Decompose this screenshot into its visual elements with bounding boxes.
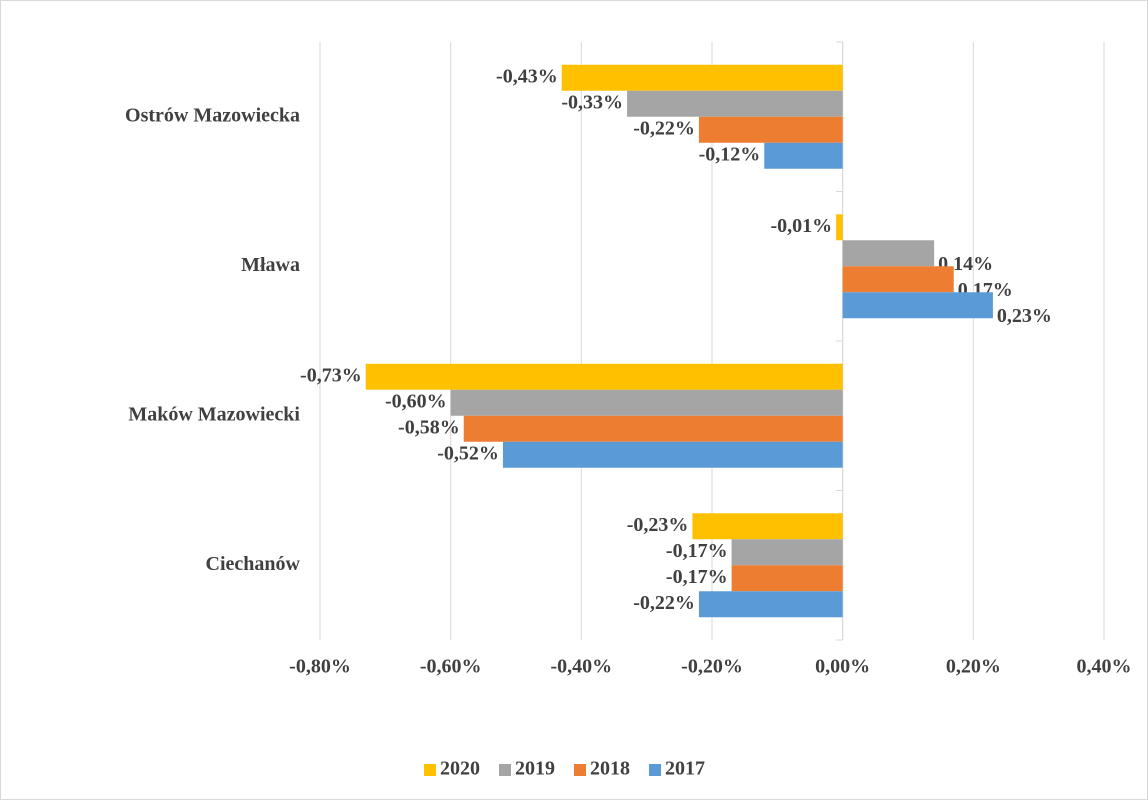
bar xyxy=(842,292,993,319)
data-label: -0,22% xyxy=(633,117,695,139)
legend-label: 2019 xyxy=(515,758,555,780)
y-tick-label: Maków Mazowiecki xyxy=(128,403,300,425)
y-tick-label: Ostrów Mazowiecka xyxy=(125,104,300,126)
x-tick-label: 0,00% xyxy=(815,656,870,678)
data-label: -0,60% xyxy=(385,390,447,412)
legend-label: 2018 xyxy=(590,758,630,780)
x-tick-label: 0,20% xyxy=(946,656,1001,678)
bar xyxy=(365,363,843,390)
bar xyxy=(450,389,843,416)
data-label: 0,23% xyxy=(997,305,1052,327)
data-label: -0,58% xyxy=(398,416,460,438)
data-label: -0,23% xyxy=(627,514,689,536)
bar xyxy=(502,441,843,468)
bar xyxy=(731,539,843,566)
bar xyxy=(764,142,843,169)
bar xyxy=(698,116,843,143)
bar xyxy=(627,90,843,117)
legend-swatch xyxy=(499,764,511,776)
data-label: -0,12% xyxy=(699,143,761,165)
legend-swatch xyxy=(424,764,436,776)
data-label: -0,22% xyxy=(633,592,695,614)
legend-swatch xyxy=(574,764,586,776)
bar xyxy=(698,591,843,618)
legend-label: 2020 xyxy=(440,758,480,780)
legend-swatch xyxy=(649,764,661,776)
data-label: -0,17% xyxy=(666,566,728,588)
x-tick-label: -0,80% xyxy=(289,656,351,678)
bar xyxy=(463,415,843,442)
data-label: -0,73% xyxy=(300,364,362,386)
x-tick-label: 0,40% xyxy=(1077,656,1132,678)
bar xyxy=(692,513,843,540)
legend-label: 2017 xyxy=(665,758,705,780)
x-tick-label: -0,20% xyxy=(681,656,743,678)
bar xyxy=(731,565,843,592)
data-label: -0,01% xyxy=(770,215,832,237)
bar xyxy=(561,64,843,91)
bar xyxy=(842,266,954,293)
y-tick-label: Ciechanów xyxy=(206,553,301,575)
data-label: -0,33% xyxy=(561,91,623,113)
data-label: -0,52% xyxy=(437,442,499,464)
data-label: -0,43% xyxy=(496,65,558,87)
y-tick-label: Mława xyxy=(241,254,300,276)
bar xyxy=(842,240,935,267)
x-tick-label: -0,60% xyxy=(420,656,482,678)
x-tick-label: -0,40% xyxy=(550,656,612,678)
data-label: -0,17% xyxy=(666,540,728,562)
bar xyxy=(836,214,843,241)
